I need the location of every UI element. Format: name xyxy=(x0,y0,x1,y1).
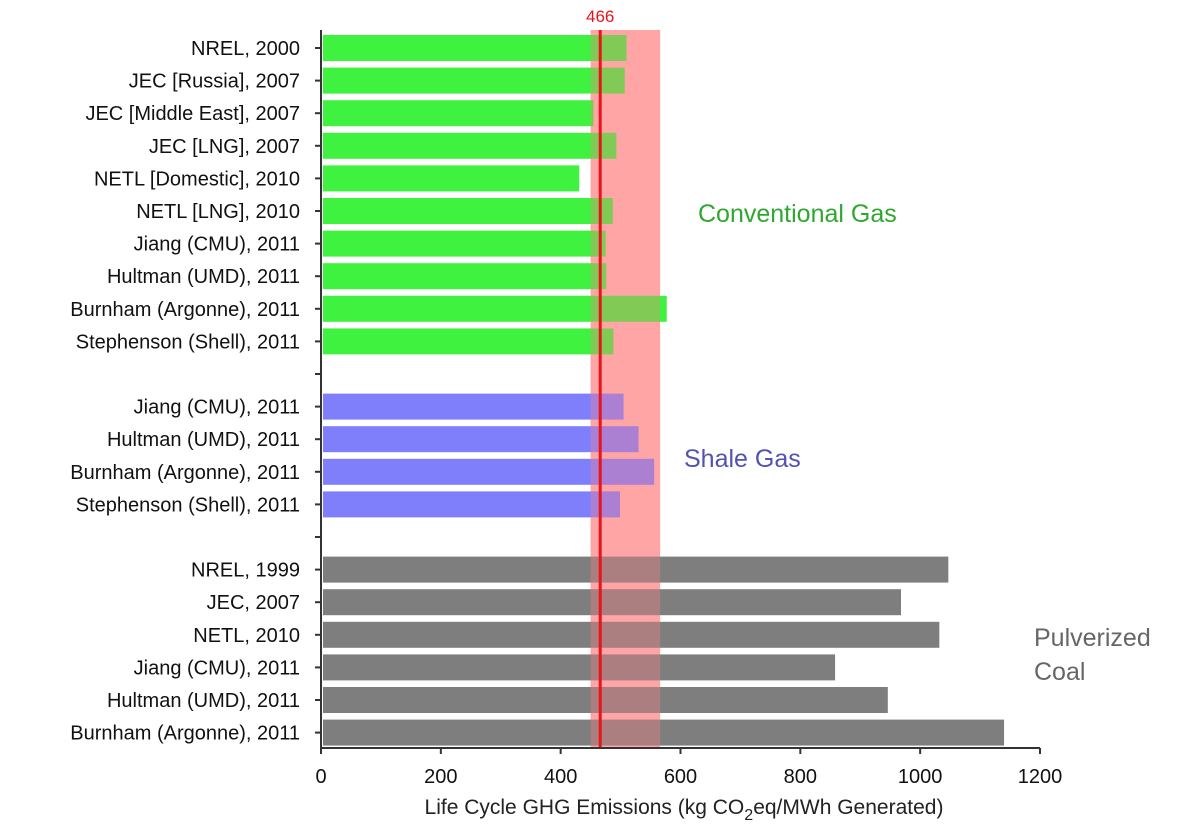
bar-3-3 xyxy=(323,621,940,648)
category-label: Burnham (Argonne), 2011 xyxy=(70,723,300,745)
bar-3-5 xyxy=(323,687,888,713)
x-tick-label: 1200 xyxy=(1018,766,1063,788)
category-label: NETL, 2010 xyxy=(193,625,300,647)
category-label: NREL, 2000 xyxy=(191,38,300,60)
category-label: NETL [Domestic], 2010 xyxy=(94,168,300,190)
category-label: Burnham (Argonne), 2011 xyxy=(70,462,300,484)
category-label: Jiang (CMU), 2011 xyxy=(134,234,300,256)
bar-1-1 xyxy=(323,35,627,61)
bar-1-8 xyxy=(323,263,607,290)
category-label: JEC [Russia], 2007 xyxy=(129,71,300,93)
group-label: Pulverized Coal xyxy=(1034,624,1151,686)
category-label: Jiang (CMU), 2011 xyxy=(134,657,300,679)
category-label: Hultman (UMD), 2011 xyxy=(107,429,300,451)
category-label: Hultman (UMD), 2011 xyxy=(107,690,300,712)
category-label: Jiang (CMU), 2011 xyxy=(134,397,300,419)
bar-1-7 xyxy=(323,230,606,257)
bar-3-2 xyxy=(323,589,901,616)
reference-line-label: 466 xyxy=(586,7,614,26)
group-label: Shale Gas xyxy=(684,445,801,473)
x-axis-title: Life Cycle GHG Emissions (kg CO2eq/MWh G… xyxy=(425,796,944,824)
x-tick-label: 600 xyxy=(664,766,697,788)
bar-1-9 xyxy=(323,295,667,322)
overlay-layer xyxy=(590,30,661,748)
bar-2-1 xyxy=(323,393,624,420)
bar-1-2 xyxy=(323,67,625,94)
reference-band-overlay xyxy=(590,30,661,748)
axis-layer xyxy=(315,30,1041,754)
category-label: JEC [LNG], 2007 xyxy=(149,136,300,158)
bar-3-4 xyxy=(323,654,836,681)
x-tick-label: 0 xyxy=(315,766,326,788)
bar-1-4 xyxy=(323,132,617,159)
x-tick-label: 200 xyxy=(424,766,457,788)
category-label: JEC, 2007 xyxy=(207,592,300,614)
x-tick-label: 1000 xyxy=(898,766,943,788)
bar-2-4 xyxy=(323,491,620,518)
bar-1-10 xyxy=(323,328,614,355)
bar-1-3 xyxy=(323,100,594,127)
bar-layer xyxy=(323,35,1005,746)
bar-3-6 xyxy=(323,719,1005,746)
category-label: Burnham (Argonne), 2011 xyxy=(70,299,300,321)
category-label: NETL [LNG], 2010 xyxy=(136,201,300,223)
bar-3-1 xyxy=(323,556,949,583)
bar-1-6 xyxy=(323,198,613,224)
category-label: Stephenson (Shell), 2011 xyxy=(76,494,300,516)
category-label: JEC [Middle East], 2007 xyxy=(85,103,300,125)
category-label: Hultman (UMD), 2011 xyxy=(107,266,300,288)
bar-1-5 xyxy=(323,165,580,192)
label-layer: NREL, 2000 JEC [Russia], 2007 JEC [Middle … xyxy=(70,7,1151,788)
bar-2-2 xyxy=(323,426,639,453)
x-tick-label: 800 xyxy=(784,766,817,788)
category-label: NREL, 1999 xyxy=(191,560,300,582)
x-tick-label: 400 xyxy=(544,766,577,788)
category-label: Stephenson (Shell), 2011 xyxy=(76,331,300,353)
group-label: Conventional Gas xyxy=(698,200,897,228)
